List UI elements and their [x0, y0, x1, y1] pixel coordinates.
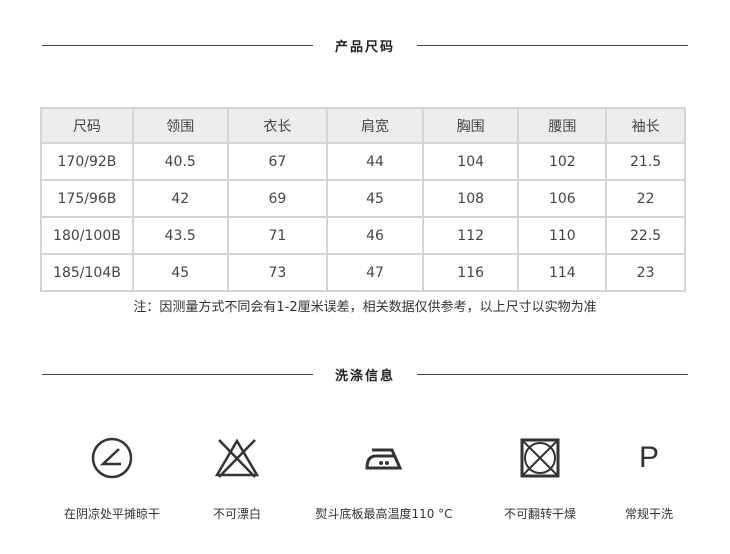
table-cell: 23 — [605, 253, 686, 292]
divider — [417, 44, 689, 46]
table-cell: 110 — [517, 216, 608, 255]
table-cell: 108 — [421, 179, 520, 218]
table-row: 175/96B 42 69 45 108 106 22 — [40, 179, 686, 218]
size-table: 尺码 领围 衣长 肩宽 胸围 腰围 袖长 170/92B 40.5 67 44 104 102 21.5… — [40, 107, 686, 292]
divider — [42, 373, 313, 375]
table-cell: 170/92B — [40, 142, 134, 181]
no-tumble-dry-icon — [470, 430, 610, 485]
table-cell: 104 — [421, 142, 520, 181]
care-section-header: 洗涤信息 — [42, 364, 689, 384]
no-bleach-icon — [167, 430, 307, 485]
table-cell: 114 — [517, 253, 608, 292]
table-cell: 180/100B — [40, 216, 134, 255]
table-cell: 71 — [226, 216, 329, 255]
dry-clean-p-icon: P — [579, 430, 719, 485]
table-cell: 67 — [226, 142, 329, 181]
table-cell: 102 — [517, 142, 608, 181]
dry-flat-in-shade-icon — [42, 430, 182, 485]
care-item: 不可漂白 — [167, 430, 307, 522]
table-cell: 46 — [326, 216, 424, 255]
column-header: 腰围 — [517, 107, 608, 144]
table-cell: 22 — [605, 179, 686, 218]
table-cell: 42 — [131, 179, 229, 218]
table-cell: 69 — [226, 179, 329, 218]
section-title: 洗涤信息 — [335, 368, 396, 384]
care-label: 熨斗底板最高温度110 °C — [315, 507, 453, 521]
divider — [417, 373, 689, 375]
column-header: 衣长 — [226, 107, 329, 144]
section-title: 产品尺码 — [335, 39, 396, 55]
care-item: 熨斗底板最高温度110 °C — [314, 430, 454, 522]
table-row: 170/92B 40.5 67 44 104 102 21.5 — [40, 142, 686, 181]
table-row: 185/104B 45 73 47 116 114 23 — [40, 253, 686, 292]
table-cell: 43.5 — [131, 216, 229, 255]
divider — [42, 44, 313, 46]
measurement-note: 注：因测量方式不同会有1-2厘米误差，相关数据仅供参考，以上尺寸以实物为准 — [133, 300, 597, 315]
table-row: 180/100B 43.5 71 46 112 110 22.5 — [40, 216, 686, 255]
care-label: 不可翻转干燥 — [503, 507, 576, 521]
table-cell: 45 — [131, 253, 229, 292]
table-cell: 44 — [326, 142, 424, 181]
care-label: 不可漂白 — [212, 507, 261, 521]
iron-low-temp-icon — [314, 430, 454, 485]
care-label: 在阴凉处平摊晾干 — [63, 507, 160, 521]
p-glyph: P — [638, 440, 659, 474]
table-cell: 47 — [326, 253, 424, 292]
size-section-header: 产品尺码 — [42, 35, 689, 55]
column-header: 尺码 — [40, 107, 134, 144]
table-cell: 106 — [517, 179, 608, 218]
table-cell: 73 — [226, 253, 329, 292]
table-cell: 45 — [326, 179, 424, 218]
table-cell: 21.5 — [605, 142, 686, 181]
care-label: 常规干洗 — [624, 507, 673, 521]
care-item: 在阴凉处平摊晾干 — [42, 430, 182, 522]
care-item: 不可翻转干燥 — [470, 430, 610, 522]
table-cell: 185/104B — [40, 253, 134, 292]
column-header: 肩宽 — [326, 107, 424, 144]
column-header: 领围 — [131, 107, 229, 144]
table-cell: 40.5 — [131, 142, 229, 181]
care-item: P 常规干洗 — [579, 430, 719, 522]
table-header: 尺码 领围 衣长 肩宽 胸围 腰围 袖长 — [40, 107, 686, 144]
table-cell: 116 — [421, 253, 520, 292]
table-cell: 22.5 — [605, 216, 686, 255]
column-header: 袖长 — [605, 107, 686, 144]
column-header: 胸围 — [421, 107, 520, 144]
table-cell: 112 — [421, 216, 520, 255]
table-cell: 175/96B — [40, 179, 134, 218]
